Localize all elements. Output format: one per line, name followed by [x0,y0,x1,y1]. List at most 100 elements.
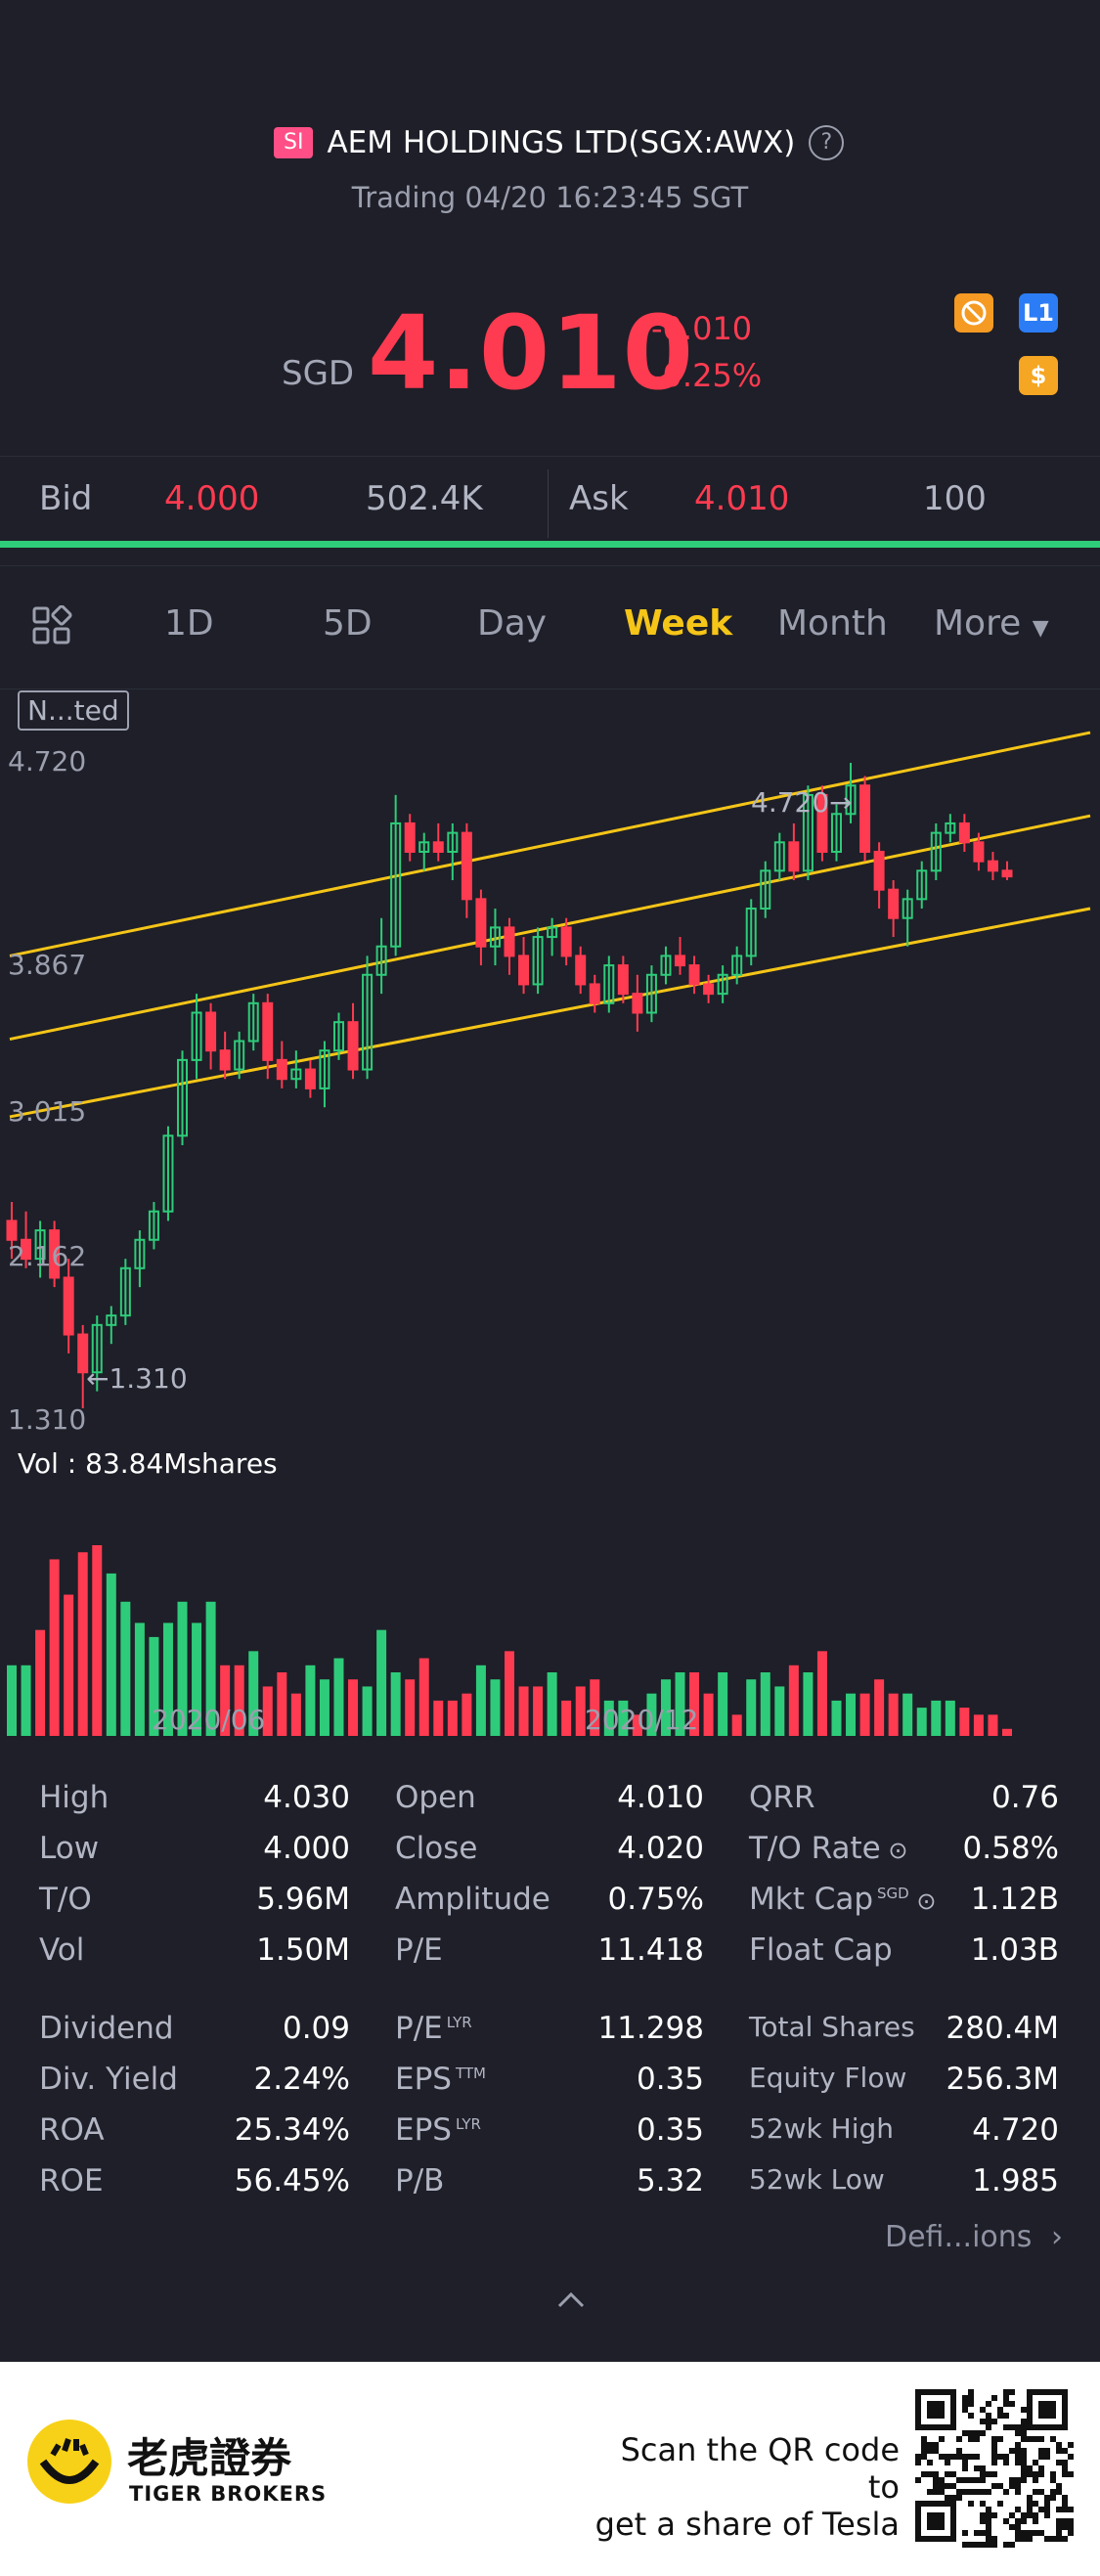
candle-body [731,955,743,976]
candle-body [347,1021,359,1071]
trading-status: Trading 04/20 16:23:45 SGT [351,181,749,214]
candle-body [518,955,530,986]
volume-bar [988,1714,998,1736]
tab-more[interactable]: More ▼ [934,603,1049,644]
candle-body [404,822,416,853]
stat-label: EPS TTM [395,2062,486,2097]
volume-bar [902,1693,913,1736]
candle-body [77,1333,89,1374]
stat-label: QRR [749,1780,815,1815]
stat-value: 5.32 [636,2163,704,2198]
volume-bar [788,1665,799,1736]
stat-label: P/E [395,1932,443,1968]
stat-superscript: SGD [877,1884,909,1902]
candle-body [773,841,785,872]
stat-label: T/O [39,1882,92,1917]
volume-bar [959,1708,970,1736]
definitions-link[interactable]: Defi...ions › [885,2220,1063,2254]
candle-body [916,869,928,901]
chart-period-tabs: 1D 5D Day Week Month More ▼ [0,565,1100,689]
volume-bar [319,1679,330,1736]
volume-bar [731,1714,742,1736]
volume-bar [603,1700,614,1736]
bid-label: Bid [39,479,93,518]
y-tick-label: 3.867 [8,949,87,981]
volume-bar [973,1714,984,1736]
volume-bar [575,1686,586,1736]
channel-upper-line [9,731,1091,957]
candle-body [219,1049,231,1071]
volume-bar [874,1679,885,1736]
stat-label: Total Shares [749,2011,915,2043]
candle-body [390,822,402,948]
tab-day[interactable]: Day [477,603,548,644]
chevron-right-icon: › [1050,2220,1063,2254]
brand-name-cn: 老虎證券 [127,2434,292,2482]
stat-value: 25.34% [234,2112,350,2148]
tab-month[interactable]: Month [777,603,888,644]
info-icon[interactable]: ⊙ [908,1888,937,1915]
layout-grid-icon[interactable] [31,604,72,655]
stat-label: Close [395,1831,478,1866]
max-price-value: 4.720 [751,786,830,819]
candle-body [447,831,459,853]
price-chart[interactable] [0,724,1100,1751]
promo-line-2: get a share of Tesla [594,2506,900,2543]
volume-bar [746,1679,757,1736]
volume-bar [646,1693,657,1736]
last-price: 4.010 [368,293,694,413]
candle-body [177,1058,189,1137]
indicator-tag[interactable]: N...ted [18,690,129,731]
stat-value: 2.24% [253,2062,350,2097]
volume-bar [418,1658,429,1736]
candle-body [830,813,842,853]
chevron-up-icon[interactable] [553,2288,589,2316]
bid-ask-ratio-bar [0,541,1100,548]
stat-label: Amplitude [395,1882,550,1917]
no-trade-icon[interactable] [954,293,993,333]
candle-body [106,1314,117,1326]
volume-bar [831,1700,842,1736]
volume-bar [490,1679,501,1736]
bid-price: 4.000 [164,479,260,518]
volume-bar [390,1672,401,1736]
stat-label: Float Cap [749,1932,893,1968]
stat-label[interactable]: Mkt Cap SGD ⊙ [749,1882,937,1917]
candle-body [6,1220,18,1241]
tab-more-label: More [934,603,1022,644]
stat-value: 56.45% [234,2163,350,2198]
info-icon[interactable]: ⊙ [880,1837,908,1864]
volume-bar [64,1594,74,1736]
volume-bar [162,1622,173,1736]
candle-body [973,841,985,863]
stat-label: ROE [39,2163,104,2198]
stat-label[interactable]: T/O Rate ⊙ [749,1831,908,1866]
volume-bar [192,1622,202,1736]
tab-week[interactable]: Week [624,603,733,644]
stat-superscript: LYR [446,2013,472,2031]
candle-body [162,1134,174,1213]
candle-body [660,955,672,976]
price-change: -0.010 -0.25% [651,305,762,399]
volume-bar [505,1651,514,1736]
ask-label: Ask [569,479,629,518]
stock-name: AEM HOLDINGS LTD(SGX:AWX) [327,125,796,160]
volume-bar [149,1636,159,1736]
volume-bar [533,1686,544,1736]
stat-value: 4.000 [263,1831,350,1866]
stat-value: 1.50M [256,1932,350,1968]
y-tick-label: 3.015 [8,1095,87,1128]
candle-body [945,822,956,834]
change-value: -0.010 [651,310,753,347]
level1-icon[interactable]: L1 [1019,293,1058,333]
help-icon[interactable]: ? [809,125,845,160]
volume-bar [561,1700,572,1736]
tab-1d[interactable]: 1D [164,603,214,644]
candle-body [760,869,771,910]
dollar-icon[interactable]: $ [1019,356,1058,395]
volume-bar [945,1700,955,1736]
candle-body [375,945,387,976]
x-tick-label: 2020/06 [152,1704,266,1736]
candle-body [504,926,515,957]
tab-5d[interactable]: 5D [323,603,373,644]
